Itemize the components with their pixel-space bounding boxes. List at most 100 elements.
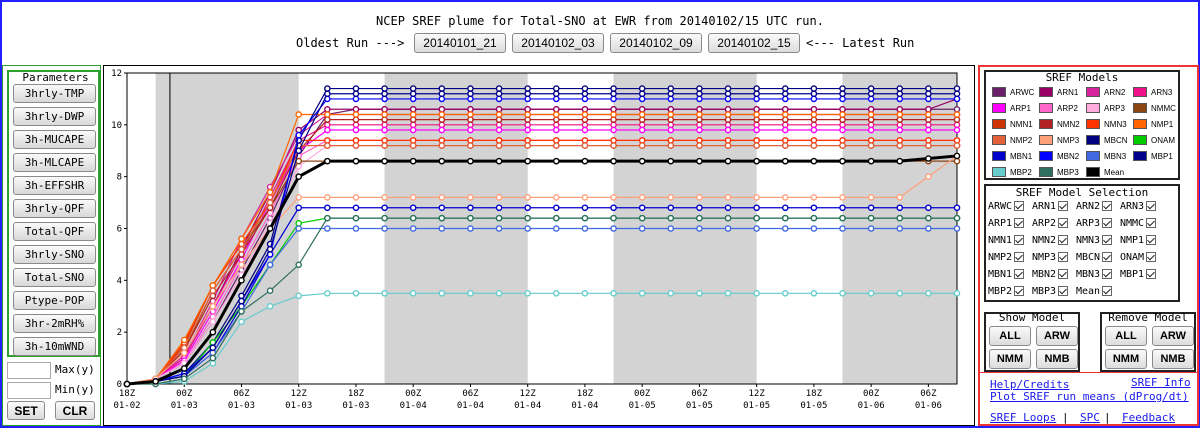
show-all-button[interactable]: ALL [989,326,1031,346]
select-item-arp2: ARP2 [1032,216,1069,230]
series-point-mbcn [724,85,732,92]
series-point-mbp1 [467,90,474,98]
series-point-mean [381,157,388,165]
series-point-arn3 [409,121,417,129]
param-button-total-qpf[interactable]: Total-QPF [13,222,96,241]
select-checkbox-nmmc[interactable] [1146,218,1157,228]
min-y-input[interactable] [7,382,51,399]
max-y-input[interactable] [7,362,51,379]
show-arw-button[interactable]: ARW [1036,326,1078,346]
param-button-3hr-2mrh[interactable]: 3hr-2mRH% [13,314,96,333]
series-point-nmp3 [638,194,646,201]
select-checkbox-mbp2[interactable] [1014,286,1025,296]
param-button-total-sno[interactable]: Total-SNO [13,268,96,287]
series-point-mbn2 [381,95,388,103]
legend-item-nmp2: NMP2 [992,134,1032,146]
select-item-mbn3: MBN3 [1076,267,1113,281]
series-point-nmn3 [925,137,932,144]
series-point-mbp3 [180,375,188,383]
remove-arw-button[interactable]: ARW [1152,326,1194,346]
x-tick-date-label: 01-05 [686,401,713,411]
select-label: ARP3 [1076,217,1101,229]
x-tick-hour-label: 18Z [348,389,365,399]
select-checkbox-mbn2[interactable] [1058,269,1069,279]
series-point-nmn3 [524,137,531,144]
series-point-mbcn [953,85,961,92]
param-button-3h-mlcape[interactable]: 3h-MLCAPE [13,153,96,172]
select-checkbox-arp1[interactable] [1014,218,1025,228]
select-checkbox-mbn1[interactable] [1014,269,1025,279]
sref-loops-link[interactable]: SREF Loops [990,411,1057,424]
show-nmb-button[interactable]: NMB [1036,349,1078,369]
param-button-3hrly-dwp[interactable]: 3hrly-DWP [13,107,96,126]
series-point-mbn1 [324,204,331,212]
series-point-nmp1 [180,336,188,344]
set-button[interactable]: SET [7,401,45,420]
run-button-1[interactable]: 20140102_03 [512,33,604,53]
param-button-ptype-pop[interactable]: Ptype-POP [13,291,96,310]
select-checkbox-arn1[interactable] [1058,201,1069,211]
run-button-0[interactable]: 20140101_21 [414,33,506,53]
series-point-arn3 [524,121,531,129]
sref-info-link[interactable]: SREF Info [1131,376,1191,389]
series-point-nmp2 [524,142,531,149]
max-y-label: Max(y) [55,363,95,376]
x-tick-hour-label: 00Z [405,389,422,399]
param-button-3h-10mwnd[interactable]: 3h-10mWND [13,337,96,356]
select-checkbox-arn2[interactable] [1102,201,1113,211]
select-checkbox-arp2[interactable] [1058,218,1069,228]
spc-link[interactable]: SPC [1080,411,1100,424]
select-checkbox-nmp1[interactable] [1146,235,1157,245]
select-checkbox-nmn1[interactable] [1014,235,1025,245]
series-point-mbp3 [953,214,961,222]
series-point-arn3 [553,121,560,129]
select-checkbox-mbp3[interactable] [1058,286,1069,296]
legend-swatch [1086,135,1100,145]
select-checkbox-mean[interactable] [1102,286,1113,296]
legend-item-mbcn: MBCN [1086,134,1128,146]
select-checkbox-mbp1[interactable] [1146,269,1157,279]
series-point-nmp1 [696,111,703,118]
series-point-mbp1 [667,90,675,98]
series-point-nmp1 [896,111,904,118]
remove-nmm-button[interactable]: NMM [1105,349,1147,369]
select-checkbox-arwc[interactable] [1014,201,1025,211]
select-checkbox-nmn2[interactable] [1058,235,1069,245]
series-point-mbp1 [352,90,360,98]
run-button-3[interactable]: 20140102_15 [708,33,800,53]
clr-button[interactable]: CLR [55,401,95,420]
select-checkbox-nmn3[interactable] [1102,235,1113,245]
remove-all-button[interactable]: ALL [1105,326,1147,346]
select-item-onam: ONAM [1120,250,1157,264]
select-label: NMN3 [1076,234,1101,246]
param-button-3hrly-sno[interactable]: 3hrly-SNO [13,245,96,264]
y-tick-label: 10 [111,121,122,131]
series-point-mean [638,157,646,165]
select-checkbox-nmp2[interactable] [1014,252,1025,262]
select-checkbox-onam[interactable] [1146,252,1157,262]
select-checkbox-arn3[interactable] [1146,201,1157,211]
run-button-2[interactable]: 20140102_09 [610,33,702,53]
select-item-arn2: ARN2 [1076,199,1113,213]
param-button-3hrly-qpf[interactable]: 3hrly-QPF [13,199,96,218]
select-checkbox-mbcn[interactable] [1102,252,1113,262]
series-point-nmp2 [810,142,818,149]
help-credits-link[interactable]: Help/Credits [990,378,1070,391]
legend-swatch [992,119,1006,129]
dprog-link[interactable]: Plot SREF run means (dProg/dt) [990,390,1189,403]
remove-nmb-button[interactable]: NMB [1152,349,1194,369]
param-button-3h-effshr[interactable]: 3h-EFFSHR [13,176,96,195]
select-checkbox-arp3[interactable] [1102,218,1113,228]
select-checkbox-nmp3[interactable] [1058,252,1069,262]
select-checkbox-mbn3[interactable] [1102,269,1113,279]
series-point-mean [925,155,932,162]
series-point-mbn1 [524,204,531,212]
series-point-mean [810,157,818,165]
select-label: ONAM [1120,251,1145,263]
feedback-link[interactable]: Feedback [1122,411,1175,424]
param-button-3h-mucape[interactable]: 3h-MUCAPE [13,130,96,149]
series-point-mean [896,157,904,165]
series-line-nmp2 [126,144,957,385]
param-button-3hrly-tmp[interactable]: 3hrly-TMP [13,84,96,103]
show-nmm-button[interactable]: NMM [989,349,1031,369]
